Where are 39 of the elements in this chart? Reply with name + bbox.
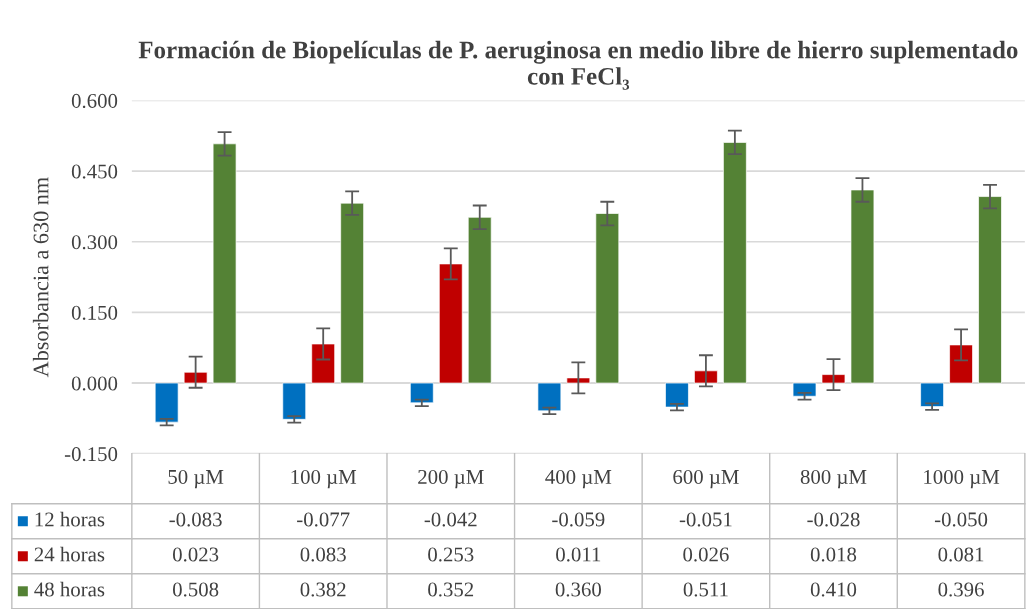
data-label: 0.011 bbox=[556, 547, 601, 562]
y-tick-label: -0.150 bbox=[64, 447, 118, 462]
data-label: 0.023 bbox=[172, 547, 219, 562]
x-tick-label: 400 µM bbox=[545, 469, 612, 489]
y-tick-label: 0.150 bbox=[71, 305, 118, 320]
data-label: 0.382 bbox=[300, 582, 346, 597]
data-label: 0.511 bbox=[683, 582, 728, 597]
data-label: -0.028 bbox=[807, 512, 860, 527]
data-label: 0.026 bbox=[683, 547, 729, 562]
x-tick-label: 200 µM bbox=[418, 469, 484, 489]
data-label: -0.042 bbox=[424, 512, 477, 527]
data-label: 0.083 bbox=[300, 547, 346, 562]
y-tick-label: 0.450 bbox=[71, 164, 118, 179]
legend-label: 48 horas bbox=[34, 581, 105, 597]
x-tick-label: 1000 µM bbox=[924, 469, 1000, 489]
data-label: -0.059 bbox=[552, 512, 605, 527]
data-label: -0.083 bbox=[169, 512, 222, 527]
data-label: 0.352 bbox=[428, 582, 474, 597]
legend-label: 24 horas bbox=[34, 546, 105, 562]
chart-title: Formación de Biopelículas de P. aeruginosa en medio libre de hierro suplementado con FeCl₃ bbox=[138, 40, 1018, 90]
legend-label: 12 horas bbox=[35, 511, 105, 527]
data-label: 0.508 bbox=[172, 582, 219, 597]
x-tick-label: 100 µM bbox=[291, 469, 357, 489]
x-tick-label: 50 µM bbox=[168, 469, 224, 489]
data-label: -0.077 bbox=[297, 512, 350, 527]
y-tick-label: 0.300 bbox=[71, 235, 118, 250]
y-tick-label: 0.600 bbox=[71, 93, 118, 109]
data-label: 0.396 bbox=[938, 582, 984, 597]
data-label: 0.410 bbox=[810, 582, 857, 597]
y-axis-title: Absorbancia a 630 nm bbox=[32, 177, 49, 378]
x-tick-label: 600 µM bbox=[673, 469, 739, 489]
data-label: 0.360 bbox=[555, 582, 601, 597]
data-label: 0.253 bbox=[428, 547, 474, 562]
data-label: 0.018 bbox=[810, 547, 857, 562]
data-label: 0.081 bbox=[938, 547, 984, 562]
data-label: -0.051 bbox=[679, 512, 732, 527]
data-label: -0.050 bbox=[934, 512, 988, 527]
x-tick-label: 800 µM bbox=[800, 469, 867, 489]
y-tick-label: 0.000 bbox=[71, 376, 118, 391]
